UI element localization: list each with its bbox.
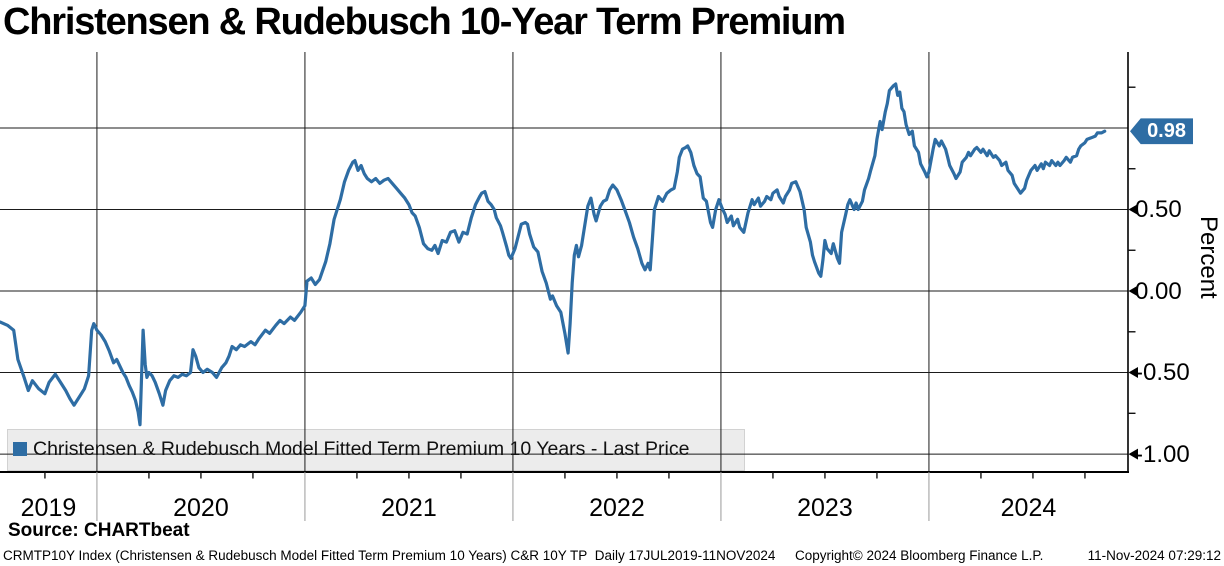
y-axis-label: -0.50 [1135,359,1190,387]
x-axis-label: 2020 [173,494,229,522]
price-line [0,82,1107,427]
y-tick-arrow-icon [1128,204,1138,215]
x-axis-label: 2019 [20,494,77,522]
y-tick-arrow-icon [1128,285,1138,297]
y-axis-label: 0.50 [1135,196,1182,223]
x-axis-label: 2021 [381,494,437,522]
legend-label: Christensen & Rudebusch Model Fitted Ter… [33,437,690,460]
source-text: Source: CHARTbeat [8,520,190,541]
footer-copyright: Copyright© 2024 Bloomberg Finance L.P. [795,548,1044,563]
legend-box [7,429,745,471]
y-axis-label: 0.00 [1135,277,1182,305]
y-axis-label: -1.00 [1135,440,1190,468]
last-price-label: 0.98 [1147,119,1186,142]
footer-description: CRMTP10Y Index (Christensen & Rudebusch … [3,548,776,563]
legend-swatch-icon [13,442,27,456]
y-tick-arrow-icon [1128,367,1138,379]
y-axis-title: Percent [1195,216,1222,299]
y-tick-arrow-icon [1128,448,1138,460]
x-axis-label: 2022 [589,494,645,522]
last-price-badge: 0.98 [1130,118,1193,145]
footer-timestamp: 11-Nov-2024 07:29:12 [1087,548,1221,563]
legend-item[interactable]: Christensen & Rudebusch Model Fitted Ter… [7,429,743,469]
x-axis-label: 2023 [797,494,853,522]
x-axis-label: 2024 [1000,494,1057,522]
page-title: Christensen & Rudebusch 10-Year Term Pre… [3,1,846,43]
